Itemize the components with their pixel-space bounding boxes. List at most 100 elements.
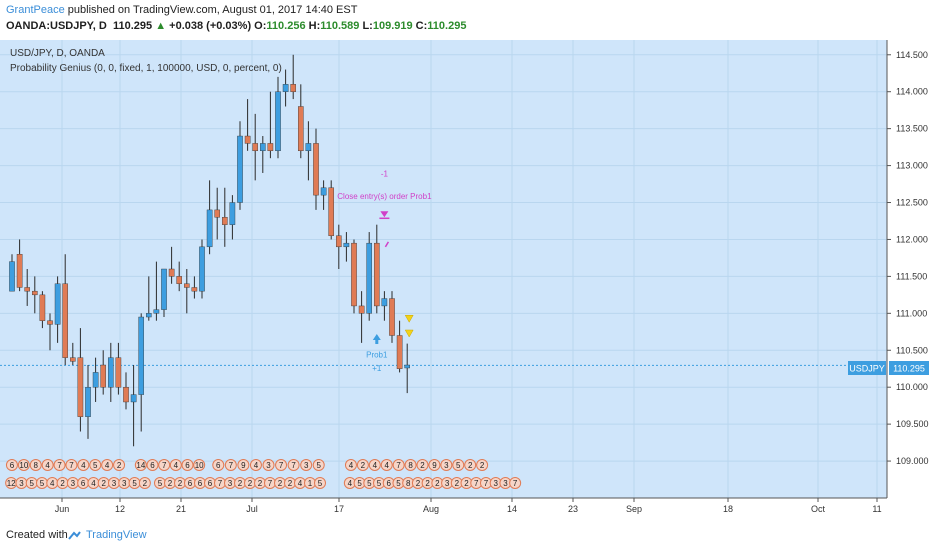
emoji-number: 6 <box>188 479 193 488</box>
published-text: published on TradingView.com, August 01,… <box>67 4 358 16</box>
emoji-badge-icon <box>17 459 30 471</box>
time-tick-label: 12 <box>115 504 125 514</box>
emoji-number: 6 <box>208 479 213 488</box>
emoji-number: 2 <box>168 479 173 488</box>
candles-layer <box>9 54 411 447</box>
price-tick-label: 109.000 <box>896 456 929 466</box>
emoji-number: 2 <box>288 479 293 488</box>
emoji-badge-icon <box>262 459 275 471</box>
price-tick-label: 111.000 <box>896 308 927 318</box>
price-chart-svg[interactable]: 6 10 8 4 7 7 4 5 4 2 14 6 7 4 6 10 6 7 9 4 3 7 7 3 5 4 2 4 4 7 8 2 9 3 5 2 2… <box>0 40 932 518</box>
candle-body <box>328 187 335 236</box>
price-axis[interactable]: 114.500 114.000 113.500 113.000 112.500 112.0… <box>887 50 929 466</box>
emoji-number: 4 <box>385 461 390 470</box>
time-tick-label: 17 <box>334 504 344 514</box>
emoji-number: 2 <box>258 479 263 488</box>
candle-body <box>252 143 259 152</box>
price-tick-label: 112.000 <box>896 234 928 244</box>
candle-body <box>244 135 251 144</box>
tradingview-brand-link[interactable]: TradingView <box>86 529 147 541</box>
candle-body <box>168 268 175 277</box>
emoji-badge-icon <box>29 459 42 471</box>
time-tick-label: Oct <box>811 504 826 514</box>
emoji-badge-icon <box>392 459 405 471</box>
candle-body <box>305 143 312 152</box>
emoji-badge-icon <box>181 459 194 471</box>
emoji-number: 2 <box>238 479 243 488</box>
emoji-number: 6 <box>10 461 15 470</box>
emoji-number: 3 <box>445 479 450 488</box>
candle-body <box>336 235 342 248</box>
emoji-number: 2 <box>278 479 283 488</box>
emoji-number: 5 <box>29 479 34 488</box>
candle-body <box>275 91 281 152</box>
price-tick-label: 109.500 <box>896 419 929 429</box>
emoji-badge-icon <box>368 459 381 471</box>
emoji-badge-icon <box>237 459 250 471</box>
emoji-number: 2 <box>178 479 183 488</box>
emoji-number: 9 <box>241 461 246 470</box>
candle-body <box>39 294 46 321</box>
emoji-number: 14 <box>136 461 145 470</box>
emoji-number: 4 <box>81 461 86 470</box>
emoji-number: 2 <box>455 479 460 488</box>
candle-body <box>16 254 23 288</box>
emoji-number: 5 <box>318 479 323 488</box>
emoji-number: 2 <box>248 479 253 488</box>
emoji-badge-icon <box>404 459 417 471</box>
price-tag-value: 110.295 <box>893 364 925 374</box>
candle-body <box>199 246 205 292</box>
emoji-badge-icon <box>193 459 206 471</box>
emoji-number: 7 <box>484 479 489 488</box>
warning-triangle-icon <box>404 329 414 338</box>
emoji-number: 5 <box>93 461 98 470</box>
emoji-number: 3 <box>112 479 117 488</box>
emoji-badge-icon <box>89 459 102 471</box>
candle-body <box>351 242 357 307</box>
emoji-number: 4 <box>174 461 179 470</box>
emoji-number: 2 <box>420 461 425 470</box>
author-link[interactable]: GrantPeace <box>6 4 65 16</box>
chart-area[interactable]: 6 10 8 4 7 7 4 5 4 2 14 6 7 4 6 10 6 7 9 4 3 7 7 3 5 4 2 4 4 7 8 2 9 3 5 2 2… <box>0 40 932 518</box>
candle-body <box>298 106 304 152</box>
emoji-badge-icon <box>300 459 313 471</box>
emoji-badge-icon <box>509 477 522 489</box>
emoji-number: 4 <box>254 461 259 470</box>
emoji-badge-icon <box>452 459 465 471</box>
emoji-number: 5 <box>316 461 321 470</box>
emoji-badge-icon <box>158 459 171 471</box>
emoji-badge-icon <box>5 459 18 471</box>
open-value: 110.256 <box>266 20 306 32</box>
candle-body <box>290 84 297 92</box>
candle-body <box>92 372 99 388</box>
entry-arrow-stem-icon <box>375 340 379 345</box>
last-price: 110.295 <box>112 20 153 32</box>
emoji-number: 7 <box>291 461 296 470</box>
emoji-number: 2 <box>468 461 473 470</box>
close-arrow-icon <box>380 211 389 218</box>
emoji-number: 1 <box>308 479 313 488</box>
emoji-number: 2 <box>361 461 366 470</box>
emoji-number: 5 <box>377 479 382 488</box>
time-axis[interactable]: Jun 12 21 Jul 17 Aug 14 23 Sep 18 Oct 11 <box>55 498 882 514</box>
time-tick-label: 23 <box>568 504 578 514</box>
emoji-number: 7 <box>69 461 74 470</box>
emoji-number: 3 <box>304 461 309 470</box>
emoji-number: 8 <box>406 479 411 488</box>
emoji-number: 3 <box>228 479 233 488</box>
candle-body <box>389 298 395 336</box>
candle-body <box>183 283 190 288</box>
last-price-tag: USDJPY 110.295 <box>848 361 929 375</box>
candle-body <box>24 287 31 292</box>
emoji-badge-icon <box>464 459 477 471</box>
emoji-number: 4 <box>50 479 55 488</box>
emoji-number: 4 <box>373 461 378 470</box>
emoji-number: 5 <box>158 479 163 488</box>
emoji-badge-icon <box>356 459 369 471</box>
emoji-badge-icon <box>41 459 54 471</box>
candle-body <box>358 305 365 314</box>
emoji-badge-icon <box>134 459 147 471</box>
time-tick-label: 11 <box>872 504 881 514</box>
emoji-number: 3 <box>493 479 498 488</box>
entry-mark-icon <box>384 241 390 248</box>
